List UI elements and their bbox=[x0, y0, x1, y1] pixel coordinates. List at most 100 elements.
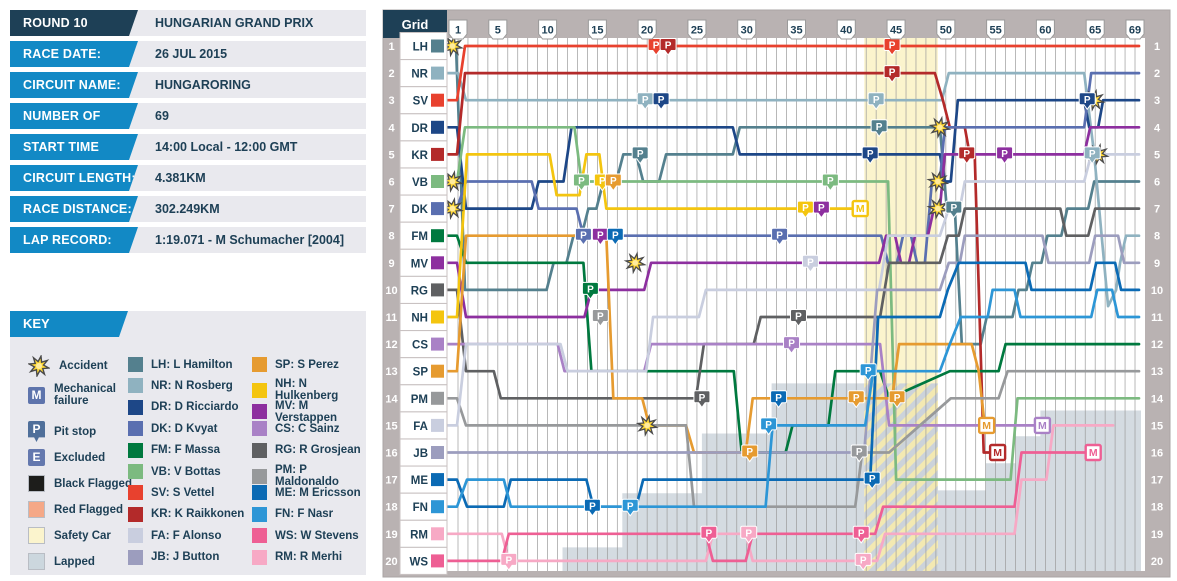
pit-letter: P bbox=[706, 528, 713, 539]
pit-letter: P bbox=[587, 285, 594, 296]
key-driver-DR: DR: D Ricciardo bbox=[128, 399, 239, 415]
pit-letter: P bbox=[653, 41, 660, 52]
driver-legend-label: FN: F Nasr bbox=[275, 508, 334, 521]
key-item-safety-car: Safety Car bbox=[28, 527, 111, 544]
key-driver-ME: ME: M Ericsson bbox=[252, 485, 361, 501]
grid-driver-cell-KR: KR bbox=[399, 140, 448, 169]
driver-color-swatch bbox=[128, 506, 143, 522]
grid-pos-number: 3 bbox=[388, 95, 394, 107]
accident-marker-LH bbox=[928, 115, 952, 139]
pit-letter: P bbox=[865, 366, 872, 377]
pit-letter: P bbox=[827, 176, 834, 187]
driver-legend-label: LH: L Hamilton bbox=[151, 358, 233, 371]
driver-legend-label: RM: R Merhi bbox=[275, 551, 343, 564]
svg-text:M: M bbox=[856, 203, 865, 215]
driver-color-swatch bbox=[128, 528, 143, 544]
safety-car-swatch bbox=[28, 527, 45, 544]
grid-driver-cell-NH: NH bbox=[399, 303, 448, 331]
key-driver-VB: VB: V Bottas bbox=[128, 464, 221, 479]
pit-stop-marker-KR: P bbox=[883, 65, 901, 84]
driver-color-swatch bbox=[252, 442, 267, 458]
driver-color-swatch bbox=[252, 421, 267, 437]
key-driver-FN: FN: F Nasr bbox=[252, 506, 334, 522]
svg-text:LH: LH bbox=[413, 42, 428, 54]
pit-letter: P bbox=[775, 393, 782, 404]
chart-border bbox=[382, 9, 1171, 578]
lap-tick-55: 55 bbox=[986, 19, 1006, 40]
pit-stop-marker-DR: P bbox=[861, 146, 879, 165]
pit-stop-marker-FA: P bbox=[801, 254, 819, 273]
svg-text:1: 1 bbox=[455, 25, 461, 37]
key-item-excluded: E Excluded bbox=[28, 449, 105, 466]
accident-marker-VB bbox=[440, 169, 465, 194]
svg-text:30: 30 bbox=[741, 25, 753, 37]
lap-tick-45: 45 bbox=[886, 19, 906, 40]
grid-pos-number: 9 bbox=[388, 258, 394, 270]
svg-text:PM: PM bbox=[411, 394, 428, 406]
grid-driver-cell-CS: CS bbox=[399, 330, 448, 359]
pit-stop-marker-RG: P bbox=[789, 309, 807, 327]
driver-grid-swatch-DR bbox=[431, 120, 444, 134]
pit-stop-marker-DK: P bbox=[574, 227, 592, 246]
pit-letter: P bbox=[699, 393, 706, 404]
driver-grid-swatch-LH bbox=[431, 39, 444, 53]
driver-line-MV bbox=[445, 125, 1141, 319]
lap-tick-50: 50 bbox=[936, 19, 956, 40]
grid-pos-number: 6 bbox=[388, 177, 394, 189]
pit-letter: P bbox=[612, 230, 619, 241]
key-item-label: Mechanical failure bbox=[54, 383, 116, 407]
svg-text:35: 35 bbox=[790, 25, 802, 37]
driver-legend-label: NR: N Rosberg bbox=[151, 379, 233, 392]
key-driver-NR: NR: N Rosberg bbox=[128, 378, 233, 394]
mechanical-box-icon: M bbox=[28, 386, 45, 404]
key-item-label: Accident bbox=[59, 360, 108, 372]
info-label: CIRCUIT LENGTH: bbox=[10, 165, 138, 191]
driver-legend-label: CS: C Sainz bbox=[275, 422, 340, 435]
pit-letter: P bbox=[802, 203, 809, 214]
svg-text:DR: DR bbox=[411, 123, 428, 135]
svg-text:NR: NR bbox=[411, 69, 428, 81]
grid-driver-cell-WS: WS bbox=[399, 546, 448, 575]
info-label: LAP RECORD: bbox=[10, 227, 138, 253]
svg-text:MV: MV bbox=[411, 258, 429, 270]
driver-grid-swatch-SP bbox=[431, 364, 444, 378]
lap-tick-15: 15 bbox=[587, 19, 607, 40]
pit-letter: P bbox=[858, 528, 865, 539]
driver-grid-swatch-SV bbox=[431, 93, 444, 107]
pit-letter: P bbox=[818, 203, 825, 214]
pit-letter: P bbox=[788, 339, 795, 350]
pit-letter: P bbox=[642, 95, 649, 106]
driver-legend-label: JB: J Button bbox=[151, 551, 220, 564]
finish-pos-number: 12 bbox=[1151, 339, 1163, 351]
pit-letter: P bbox=[627, 501, 634, 512]
pit-letter: P bbox=[889, 41, 896, 52]
driver-color-swatch bbox=[128, 399, 143, 415]
grid-position-strip bbox=[383, 38, 400, 571]
pit-stop-marker-FM: P bbox=[581, 281, 599, 300]
grid-driver-cell-SV: SV bbox=[399, 86, 448, 115]
pit-letter: P bbox=[597, 230, 604, 241]
info-label: ROUND 10 bbox=[10, 10, 138, 36]
pit-stop-marker-RM: P bbox=[500, 552, 518, 571]
driver-line-DK bbox=[445, 71, 1141, 265]
key-driver-DK: DK: D Kvyat bbox=[128, 421, 217, 437]
grid-pos-number: 20 bbox=[385, 556, 397, 568]
pit-letter: P bbox=[658, 95, 665, 106]
finish-pos-number: 6 bbox=[1154, 177, 1160, 189]
grid-driver-cell-FN: FN bbox=[399, 492, 448, 521]
pit-stop-marker-KR: P bbox=[958, 146, 976, 165]
driver-grid-swatch-DK bbox=[431, 202, 444, 216]
driver-legend-label: RG: R Grosjean bbox=[275, 444, 361, 457]
key-item-label: Black Flagged bbox=[54, 477, 132, 490]
grid-pos-number: 16 bbox=[385, 448, 397, 460]
driver-line-ME bbox=[445, 261, 1141, 509]
svg-text:25: 25 bbox=[691, 25, 703, 37]
accident-marker-DK bbox=[926, 197, 950, 221]
accident-marker-LH bbox=[440, 34, 465, 58]
accident-marker-SP bbox=[635, 413, 659, 437]
svg-text:40: 40 bbox=[840, 25, 852, 37]
finish-pos-number: 7 bbox=[1154, 204, 1160, 216]
key-panel: KEY Accident M Mechanical failure P Pit stop E… bbox=[10, 311, 366, 575]
key-title: KEY bbox=[10, 311, 128, 337]
key-item-label: Excluded bbox=[54, 451, 106, 464]
